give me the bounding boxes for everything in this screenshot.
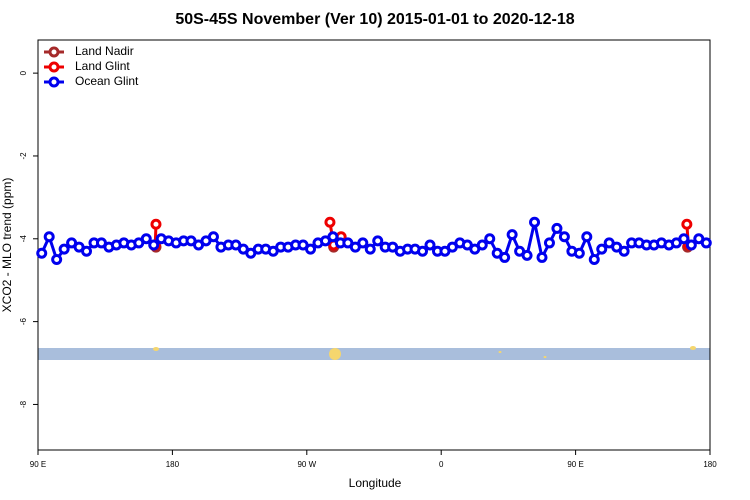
x-tick-label: 180 [166,460,180,469]
land-spot [153,347,159,351]
data-point [207,231,219,243]
data-point [551,222,563,234]
data-point [506,229,518,241]
y-tick-label: 0 [19,70,28,75]
data-point [678,233,690,245]
data-point [364,243,376,255]
data-point [305,243,317,255]
data-point [581,231,593,243]
data-point [476,239,488,251]
data-point [681,218,693,230]
data-point [81,245,93,257]
data-point [58,243,70,255]
data-point [618,245,630,257]
x-tick-label: 90 E [567,460,583,469]
data-point [327,231,339,243]
land-spot [498,351,502,353]
y-tick-label: -6 [19,318,28,326]
data-point [43,231,55,243]
data-point [484,233,496,245]
y-tick-label: -8 [19,400,28,408]
data-point [685,239,697,251]
data-point [558,231,570,243]
legend-marker [48,46,60,58]
x-axis-label: Longitude [349,476,402,490]
x-tick-label: 0 [439,460,444,469]
legend-label: Land Nadir [75,44,134,58]
data-point [596,243,608,255]
data-point [51,253,63,265]
data-point [573,247,585,259]
x-tick-label: 90 E [30,460,46,469]
data-point [536,251,548,263]
data-point [499,251,511,263]
land-spot [543,356,547,358]
data-point [140,233,152,245]
land-ocean-band [38,348,710,360]
data-point [148,239,160,251]
legend-label: Land Glint [75,59,130,73]
y-axis-label: XCO2 - MLO trend (ppm) [0,178,14,313]
legend-label: Ocean Glint [75,74,139,88]
chart-title: 50S-45S November (Ver 10) 2015-01-01 to … [175,11,574,28]
data-point [700,237,712,249]
data-point [588,253,600,265]
data-point [372,235,384,247]
data-point [417,245,429,257]
y-tick-label: -2 [19,152,28,160]
legend-marker [48,76,60,88]
data-point [150,218,162,230]
data-point [357,237,369,249]
x-tick-label: 180 [703,460,717,469]
data-point [521,249,533,261]
data-point [424,239,436,251]
data-point [36,247,48,259]
legend-marker [48,61,60,73]
y-tick-label: -4 [19,235,28,243]
x-tick-label: 90 W [297,460,316,469]
data-point [324,216,336,228]
data-point [529,216,541,228]
land-spot [690,346,696,350]
data-point [543,237,555,249]
land-spot [329,348,341,360]
